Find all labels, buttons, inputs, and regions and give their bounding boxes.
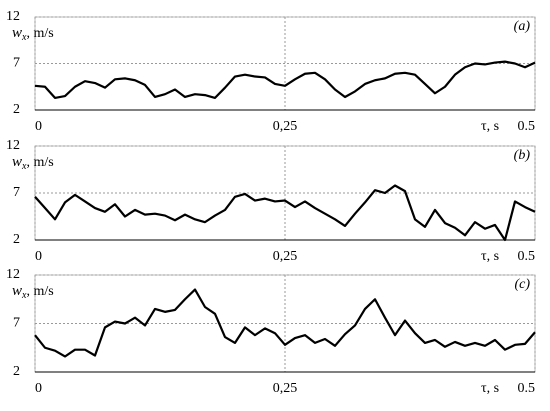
y-label-unit: , m/s [26, 26, 53, 41]
x-tick-label: 0,25 [273, 119, 298, 134]
y-label-unit: , m/s [26, 284, 53, 299]
x-axis-label: τ, s [481, 249, 499, 264]
y-label-unit: , m/s [26, 155, 53, 170]
x-tick-label: 0,25 [273, 381, 298, 396]
x-tick-label: 0.5 [518, 249, 536, 264]
panel: 2 7 12 0 0,25 0.5 τ, s (b) wx, m/s [6, 138, 536, 264]
y-tick-label: 2 [13, 364, 20, 379]
y-label-subscript: x [21, 32, 27, 43]
y-tick-label: 12 [6, 138, 20, 153]
x-tick-label: 0 [35, 119, 42, 134]
y-tick-label: 7 [13, 185, 20, 200]
y-tick-label: 2 [13, 102, 20, 117]
y-axis-label: wx, m/s [12, 283, 54, 301]
y-tick-label: 12 [6, 267, 20, 282]
panel: 2 7 12 0 0,25 0.5 τ, s (a) wx, m/s [6, 9, 536, 134]
panel-label: (a) [514, 19, 531, 34]
data-line [34, 60, 536, 100]
y-label-symbol: w [12, 154, 22, 170]
x-tick-label: 0,25 [273, 249, 298, 264]
y-tick-label: 7 [13, 316, 20, 331]
y-label-symbol: w [12, 25, 22, 41]
y-tick-label: 7 [13, 56, 20, 71]
panel: 2 7 12 0 0,25 0.5 τ, s (c) wx, m/s [6, 267, 536, 396]
x-tick-label: 0.5 [518, 381, 536, 396]
y-label-subscript: x [21, 161, 27, 172]
x-axis-label: τ, s [481, 381, 499, 396]
panel-label: (c) [514, 277, 530, 292]
y-label-symbol: w [12, 283, 22, 299]
x-tick-label: 0 [35, 249, 42, 264]
data-line [34, 288, 536, 358]
x-tick-label: 0 [35, 381, 42, 396]
y-tick-label: 12 [6, 9, 20, 24]
y-label-subscript: x [21, 290, 27, 301]
y-axis-label: wx, m/s [12, 154, 54, 172]
panel-label: (b) [514, 148, 531, 163]
data-line [34, 184, 536, 242]
y-axis-label: wx, m/s [12, 25, 54, 43]
y-tick-label: 2 [13, 232, 20, 247]
x-axis-label: τ, s [481, 119, 499, 134]
x-tick-label: 0.5 [518, 119, 536, 134]
